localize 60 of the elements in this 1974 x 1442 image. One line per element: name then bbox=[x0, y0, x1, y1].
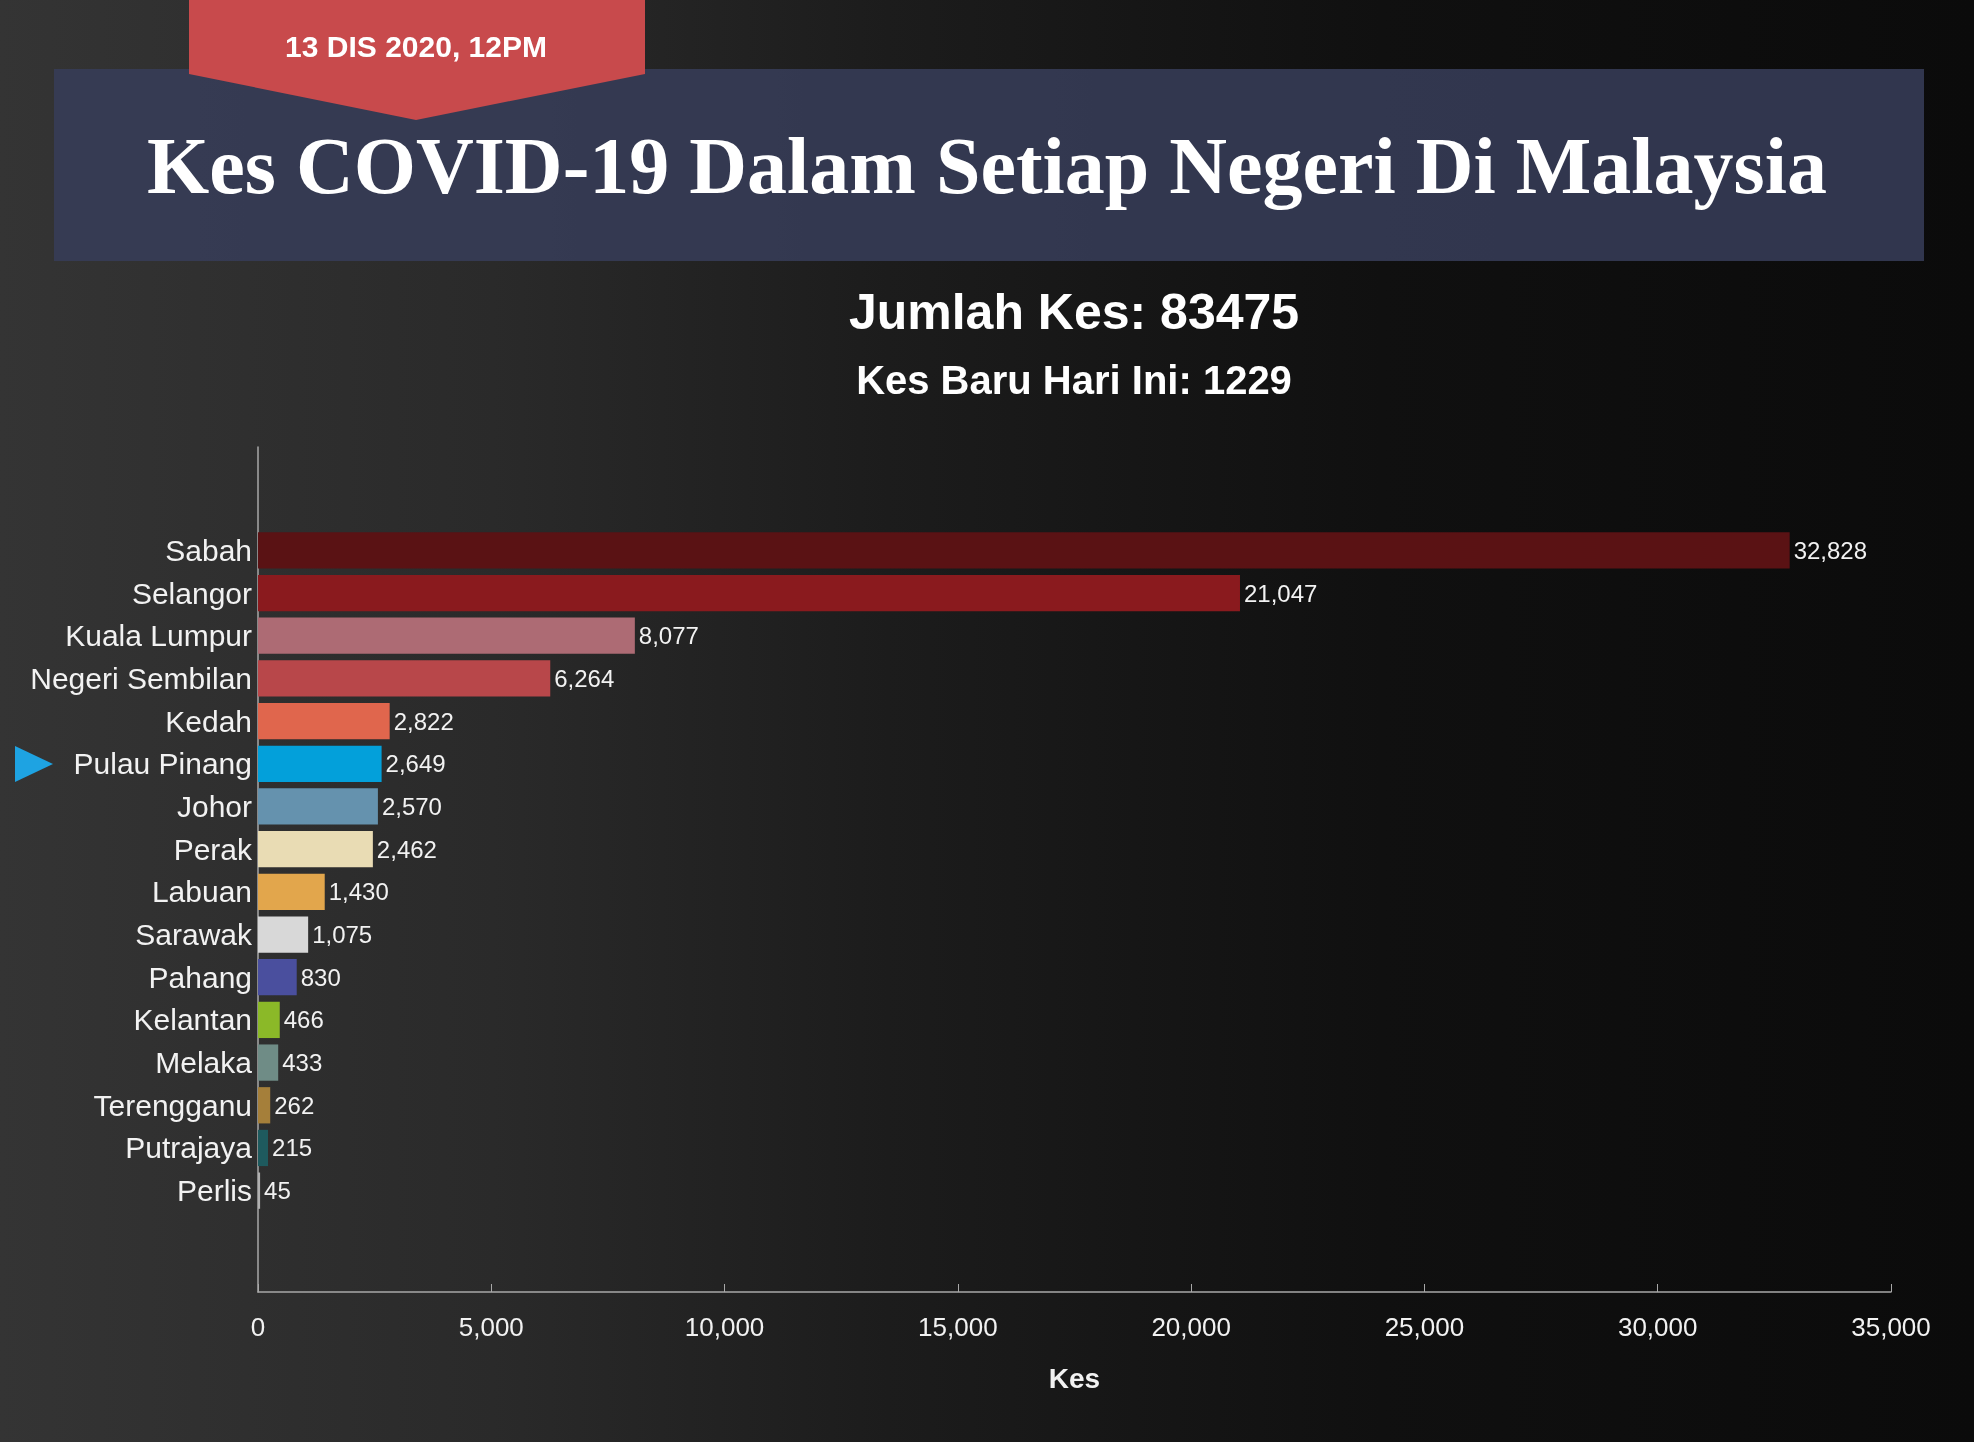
data-label: 262 bbox=[274, 1091, 315, 1119]
bar bbox=[258, 916, 309, 953]
bar bbox=[258, 959, 297, 996]
bar bbox=[258, 702, 390, 740]
data-label: 433 bbox=[282, 1049, 323, 1077]
text: Kes Baru Hari Ini: 1229 bbox=[856, 358, 1292, 402]
data-label: 2,570 bbox=[381, 792, 442, 820]
bar bbox=[258, 660, 551, 697]
bar bbox=[258, 873, 325, 910]
x-tick-label: 20,000 bbox=[1151, 1312, 1231, 1342]
y-tick-label: Kedah bbox=[165, 704, 252, 738]
bar bbox=[258, 1001, 280, 1039]
chart-title: Kes COVID-19 Dalam Setiap Negeri Di Malaysia bbox=[147, 122, 1827, 210]
y-tick-label: Pahang bbox=[148, 960, 252, 994]
data-label: 32,828 bbox=[1793, 536, 1868, 564]
bar bbox=[258, 532, 1790, 569]
x-tick-label: 35,000 bbox=[1851, 1312, 1931, 1342]
data-label: 830 bbox=[300, 963, 341, 991]
y-tick-label: Sabah bbox=[165, 533, 252, 567]
y-tick-label: Negeri Sembilan bbox=[30, 661, 252, 695]
data-label: 2,649 bbox=[385, 750, 446, 778]
data-label: 2,462 bbox=[376, 835, 437, 863]
bar bbox=[258, 745, 382, 782]
x-tick-label: 5,000 bbox=[458, 1312, 524, 1342]
data-label: 6,264 bbox=[554, 664, 615, 692]
data-label: 215 bbox=[272, 1134, 313, 1162]
y-tick-label: Perlis bbox=[176, 1174, 252, 1208]
data-label: 21,047 bbox=[1243, 579, 1318, 607]
x-axis-title: Kes bbox=[1048, 1362, 1101, 1394]
bar bbox=[258, 1044, 279, 1081]
x-tick-label: 0 bbox=[250, 1312, 266, 1342]
data-label: 2,822 bbox=[393, 707, 454, 735]
y-tick-label: Terengganu bbox=[93, 1088, 252, 1122]
x-tick-label: 30,000 bbox=[1617, 1312, 1698, 1342]
bar bbox=[258, 1087, 271, 1124]
y-tick-label: Pulau Pinang bbox=[73, 747, 252, 781]
y-tick-label: Sarawak bbox=[135, 918, 253, 952]
y-tick-label: Perak bbox=[173, 832, 253, 866]
text: 13 DIS 2020, 12PM bbox=[285, 29, 547, 63]
y-tick-label: Melaka bbox=[155, 1046, 253, 1080]
y-tick-label: Labuan bbox=[151, 875, 252, 909]
bar bbox=[258, 574, 1240, 612]
y-tick-label: Johor bbox=[176, 789, 253, 823]
bar bbox=[258, 831, 373, 868]
data-label: 466 bbox=[283, 1006, 324, 1034]
data-label: 1,075 bbox=[312, 921, 373, 949]
x-tick-label: 15,000 bbox=[918, 1312, 998, 1342]
y-tick-label: Kelantan bbox=[133, 1003, 252, 1037]
y-tick-label: Kuala Lumpur bbox=[65, 619, 252, 653]
y-tick-label: Putrajaya bbox=[125, 1131, 253, 1165]
data-label: 1,430 bbox=[328, 878, 389, 906]
bar bbox=[258, 617, 635, 654]
x-tick-label: 10,000 bbox=[684, 1312, 765, 1342]
y-tick-label: Selangor bbox=[131, 576, 252, 610]
bar bbox=[258, 1129, 269, 1167]
data-label: 45 bbox=[264, 1177, 291, 1205]
x-tick-label: 25,000 bbox=[1384, 1312, 1465, 1342]
bar bbox=[258, 788, 378, 825]
data-label: 8,077 bbox=[638, 622, 699, 650]
chart-subtitle: Jumlah Kes: 83475 bbox=[848, 284, 1300, 340]
